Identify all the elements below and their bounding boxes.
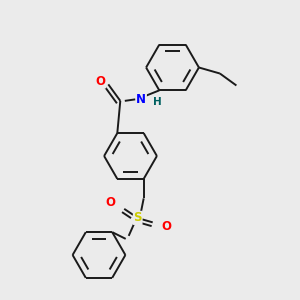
Text: N: N bbox=[136, 93, 146, 106]
Text: O: O bbox=[106, 196, 116, 209]
Text: O: O bbox=[96, 75, 106, 88]
Text: H: H bbox=[153, 98, 162, 107]
Text: S: S bbox=[134, 212, 142, 224]
Text: O: O bbox=[161, 220, 171, 233]
